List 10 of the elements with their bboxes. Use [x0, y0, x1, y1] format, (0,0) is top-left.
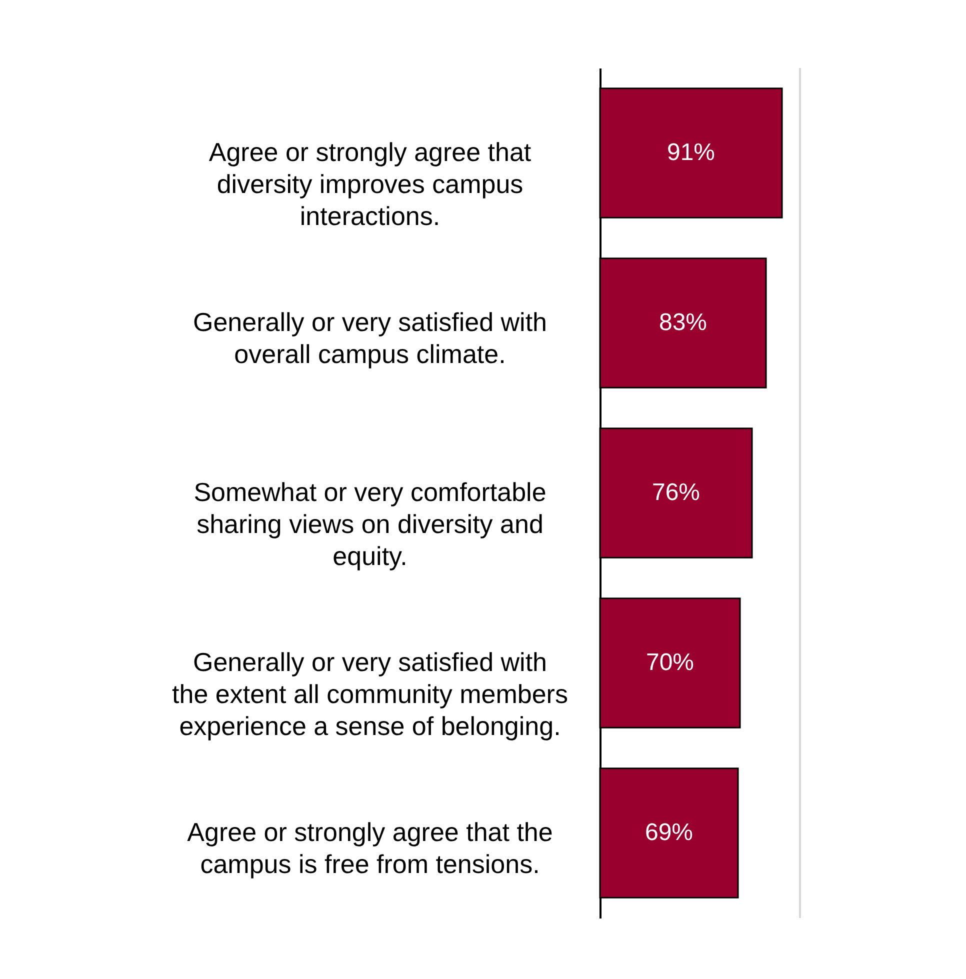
data-label: 83%: [658, 309, 708, 336]
y-tick-label: Somewhat or very comfortable sharing views on diversity and equity.: [194, 477, 546, 571]
data-label: 69%: [644, 819, 694, 846]
y-tick-label: Generally or very satisfied with overall campus climate.: [192, 307, 548, 369]
y-tick-label: Agree or strongly agree that the campus is free from tensions.: [187, 817, 553, 879]
y-tick-label: Agree or strongly agree that diversity improves campus interactions.: [208, 137, 532, 231]
data-label: 70%: [646, 649, 694, 676]
data-label: 91%: [666, 139, 716, 166]
y-tick-label: Generally or very satisfied with the extent all community members experience a sense of belonging.: [172, 647, 568, 741]
data-label: 76%: [652, 479, 700, 506]
